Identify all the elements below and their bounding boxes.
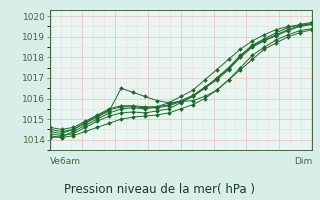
- Text: Ve6am: Ve6am: [50, 157, 81, 166]
- Text: Pression niveau de la mer( hPa ): Pression niveau de la mer( hPa ): [65, 183, 255, 196]
- Text: Dim: Dim: [294, 157, 312, 166]
